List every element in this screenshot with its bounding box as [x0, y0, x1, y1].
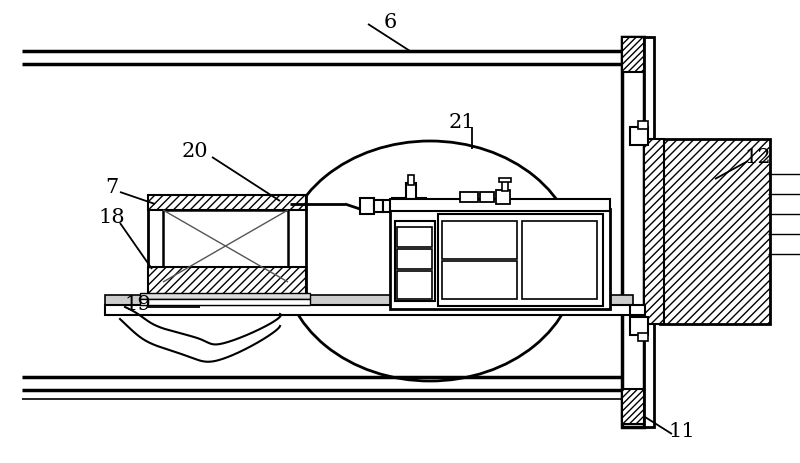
Bar [397, 227, 432, 247]
Bar [390, 200, 610, 212]
Text: 18: 18 [98, 208, 126, 227]
Bar [622, 389, 644, 424]
Bar [397, 271, 432, 300]
Bar [374, 200, 383, 213]
Bar [105, 295, 633, 305]
Bar [460, 193, 478, 202]
Bar [105, 305, 633, 315]
Bar [397, 250, 432, 269]
Text: 7: 7 [106, 178, 118, 197]
Bar [630, 128, 648, 146]
Bar [383, 200, 392, 213]
Bar [622, 38, 644, 427]
Bar [148, 195, 306, 295]
Bar [496, 191, 510, 205]
Text: 19: 19 [125, 295, 151, 314]
Bar [622, 38, 644, 73]
Text: 6: 6 [383, 13, 397, 31]
Text: 21: 21 [449, 112, 475, 131]
Bar [148, 268, 306, 295]
Bar [406, 184, 416, 200]
Bar [630, 305, 645, 315]
Bar [630, 317, 648, 335]
Bar [502, 181, 508, 192]
Text: 11: 11 [669, 422, 695, 441]
Bar [140, 294, 310, 300]
Bar [438, 214, 603, 307]
Bar [442, 262, 517, 300]
Text: 20: 20 [182, 142, 208, 161]
Bar [644, 38, 654, 427]
Bar [360, 199, 374, 214]
Bar [148, 195, 306, 211]
Bar [660, 140, 770, 324]
Bar [163, 211, 288, 282]
Bar [442, 221, 517, 259]
Bar [522, 221, 597, 300]
Bar [390, 210, 610, 309]
Bar [392, 199, 404, 214]
Bar [395, 221, 435, 301]
Bar [499, 179, 511, 182]
Bar [638, 333, 648, 341]
Bar [480, 193, 494, 202]
Bar [408, 175, 414, 186]
Bar [638, 122, 648, 130]
Text: 12: 12 [745, 148, 771, 167]
Bar [644, 140, 664, 324]
Bar [412, 199, 426, 214]
Bar [404, 200, 412, 213]
Bar [140, 300, 310, 305]
